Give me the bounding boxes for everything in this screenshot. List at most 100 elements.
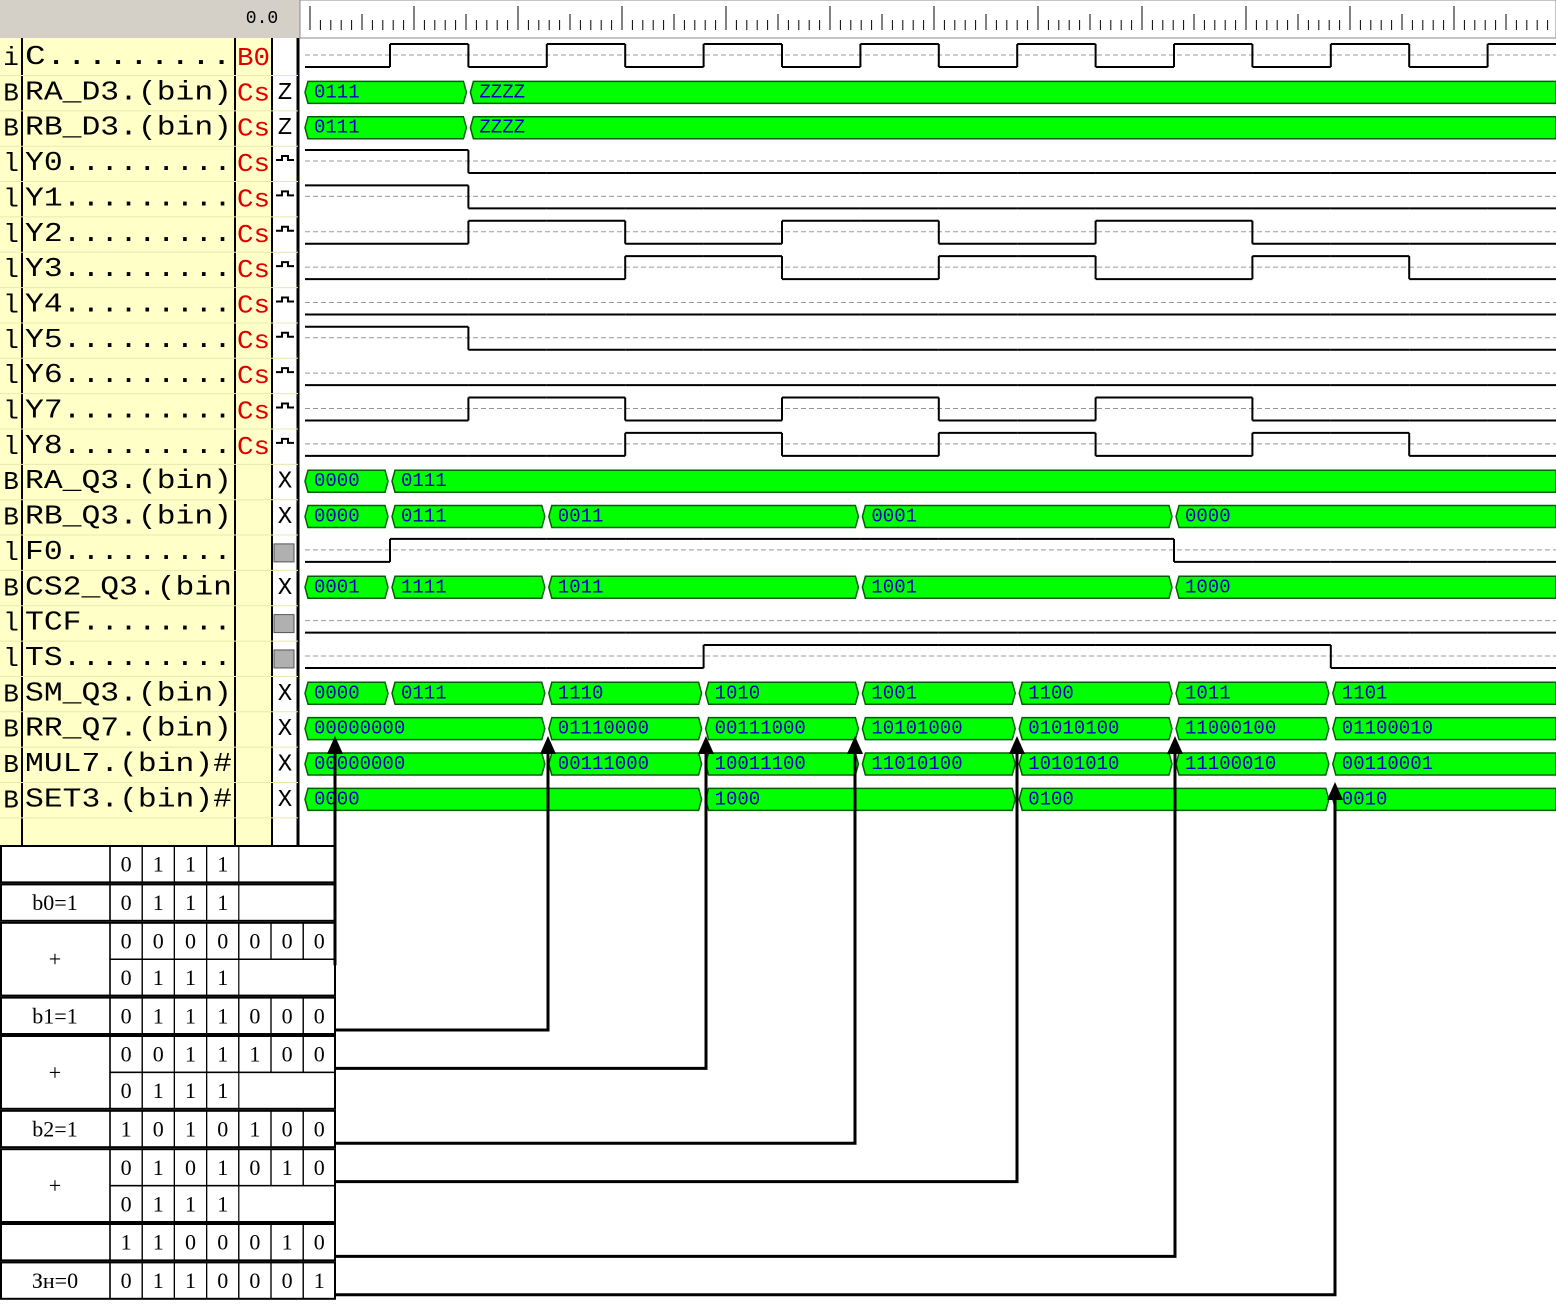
bus-value: 01110000: [558, 718, 649, 740]
signal-flag: Z: [278, 80, 292, 107]
signal-kind: B: [3, 78, 19, 108]
digit-cell: [206, 1071, 240, 1110]
bus-value: 0111: [401, 470, 447, 492]
bus-value: 1000: [1185, 576, 1231, 598]
digit: 0: [153, 1042, 164, 1067]
digit: 1: [185, 965, 196, 990]
digit-cell: [206, 1184, 240, 1223]
bus-segment: [1332, 681, 1556, 706]
arrow-line: [335, 748, 708, 1070]
bus-segment: [1332, 716, 1556, 741]
signal-name: SM_Q3.(bin): [25, 679, 232, 709]
row-label: b1=1: [32, 1003, 77, 1028]
table-group: [0, 845, 336, 884]
arrow-line: [335, 748, 1019, 1184]
bus-segment: [304, 716, 546, 741]
signal-name: RA_D3.(bin): [25, 78, 232, 108]
digit: 1: [153, 852, 164, 877]
bus-segment: [548, 681, 703, 706]
digit: 0: [314, 1230, 325, 1255]
bus-segment: [304, 681, 389, 706]
signal-kind: l: [3, 326, 19, 356]
bus-value: 1101: [1342, 682, 1388, 704]
signal-name: RB_D3.(bin): [25, 114, 232, 144]
signal-flag: X: [278, 504, 292, 531]
signal-flag: Z: [278, 115, 292, 142]
signal-mode: Cs: [237, 326, 270, 356]
digit: 0: [217, 929, 228, 954]
signal-name: MUL7.(bin)#: [25, 750, 232, 780]
signal-kind: B: [3, 503, 19, 533]
digit: 0: [282, 929, 293, 954]
digit: 1: [185, 1117, 196, 1142]
bus-value: 0111: [314, 117, 360, 139]
digit: 0: [121, 965, 132, 990]
digit: 0: [121, 1003, 132, 1028]
digit: 1: [153, 890, 164, 915]
bus-value: ZZZZ: [479, 117, 525, 139]
bus-value: 0000: [1185, 506, 1231, 528]
digit: 1: [121, 1117, 132, 1142]
digit: 1: [217, 1078, 228, 1103]
bus-value: 0100: [1028, 788, 1074, 810]
digit: 0: [121, 1042, 132, 1067]
bus-value: 1111: [401, 576, 447, 598]
digit: 0: [217, 1268, 228, 1293]
signal-kind: B: [3, 750, 19, 780]
digit: 0: [121, 929, 132, 954]
signal-name: C.........: [25, 43, 232, 73]
signal-name: Y3.........: [25, 255, 232, 285]
bus-segment: [391, 575, 546, 599]
signal-mode: B0: [237, 43, 270, 73]
digit: 0: [314, 1042, 325, 1067]
digit: 0: [153, 929, 164, 954]
signal-name: F0.........: [25, 538, 232, 568]
digit-cell: [302, 1110, 337, 1148]
signal-mode: Cs: [237, 149, 270, 179]
bus-segment: [304, 752, 546, 776]
signal-name: TS.........: [25, 644, 232, 674]
bus-value: 0011: [558, 506, 604, 528]
bus-value: 00111000: [715, 718, 806, 740]
signal-kind: l: [3, 609, 19, 639]
wave-icon: [276, 155, 294, 162]
signal-mode: Cs: [237, 255, 270, 285]
signal-flag: X: [278, 716, 292, 743]
digit: 1: [217, 1191, 228, 1216]
signal-name: Y7.........: [25, 397, 232, 427]
bus-value: 01100010: [1342, 718, 1433, 740]
arrow-line: [335, 748, 857, 1145]
digit: 0: [121, 1155, 132, 1180]
bus-value: 10101000: [871, 718, 962, 740]
signal-kind: l: [3, 538, 19, 568]
signal-kind: i: [3, 43, 19, 73]
digit: 1: [185, 852, 196, 877]
row-label: b2=1: [32, 1117, 77, 1142]
digit: 1: [153, 1155, 164, 1180]
bus-segment: [548, 504, 860, 529]
state-box: [273, 543, 295, 563]
digit-cell: [206, 845, 240, 884]
bus-segment: [861, 504, 1173, 529]
bus-segment: [391, 469, 1556, 493]
bus-value: 1100: [1028, 682, 1074, 704]
bus-value: 1110: [558, 682, 604, 704]
digit: 1: [249, 1042, 260, 1067]
arrow-line: [335, 794, 1337, 1297]
bus-value: 1011: [1185, 682, 1231, 704]
arrow-line: [335, 748, 1177, 1258]
bus-value: 1010: [715, 682, 761, 704]
digit: 1: [282, 1230, 293, 1255]
arrow-line: [335, 748, 550, 1032]
signal-name: Y0.........: [25, 149, 232, 179]
signal-name: TCF........: [25, 609, 232, 639]
digit: 0: [282, 1042, 293, 1067]
digit: 0: [121, 852, 132, 877]
signal-kind: B: [3, 679, 19, 709]
bus-value: 01010100: [1028, 718, 1119, 740]
bus-value: 00110001: [1342, 753, 1433, 775]
wave-icon: [276, 225, 294, 232]
bus-value: 11000100: [1185, 718, 1276, 740]
digit: 0: [217, 1230, 228, 1255]
bus-segment: [548, 575, 860, 599]
